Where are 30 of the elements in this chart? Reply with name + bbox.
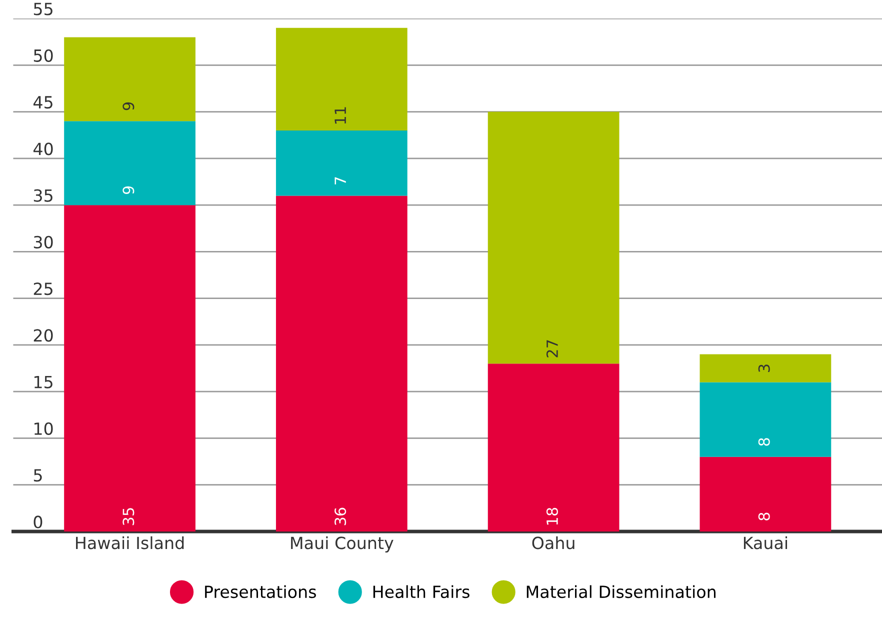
x-tick-label: Hawaii Island xyxy=(76,536,184,550)
y-tick-label: 55 xyxy=(34,2,52,16)
y-tick-label: 5 xyxy=(34,469,42,482)
y-tick-label: 25 xyxy=(34,282,52,296)
y-tick-label: 50 xyxy=(34,49,53,62)
x-tick-label: Kauai xyxy=(744,536,788,550)
y-tick-label: 10 xyxy=(34,422,53,435)
data-label: 35 xyxy=(122,508,134,526)
x-tick-label: Oahu xyxy=(532,536,574,550)
data-label: 9 xyxy=(122,186,134,194)
legend-label: Presentations xyxy=(205,585,316,598)
data-label: 11 xyxy=(334,107,346,124)
data-label: 7 xyxy=(334,177,346,184)
data-label: 27 xyxy=(546,340,558,358)
y-tick-label: 45 xyxy=(33,96,52,109)
x-tick-label: Maui County xyxy=(291,536,394,552)
data-label: 18 xyxy=(546,508,558,525)
y-tick-label: 40 xyxy=(33,142,53,156)
legend-label: Material Dissemination xyxy=(526,585,716,598)
data-label: 36 xyxy=(334,508,346,526)
legend-label: Health Fairs xyxy=(373,585,470,598)
y-tick-label: 35 xyxy=(34,189,52,202)
y-tick-label: 20 xyxy=(34,329,53,342)
data-label: 9 xyxy=(122,102,134,110)
y-tick-label: 30 xyxy=(34,236,53,248)
data-label: 8 xyxy=(758,512,770,520)
data-label: 3 xyxy=(758,364,770,372)
y-tick-label: 0 xyxy=(34,516,42,528)
data-label: 8 xyxy=(758,438,770,446)
y-tick-label: 15 xyxy=(34,376,52,388)
